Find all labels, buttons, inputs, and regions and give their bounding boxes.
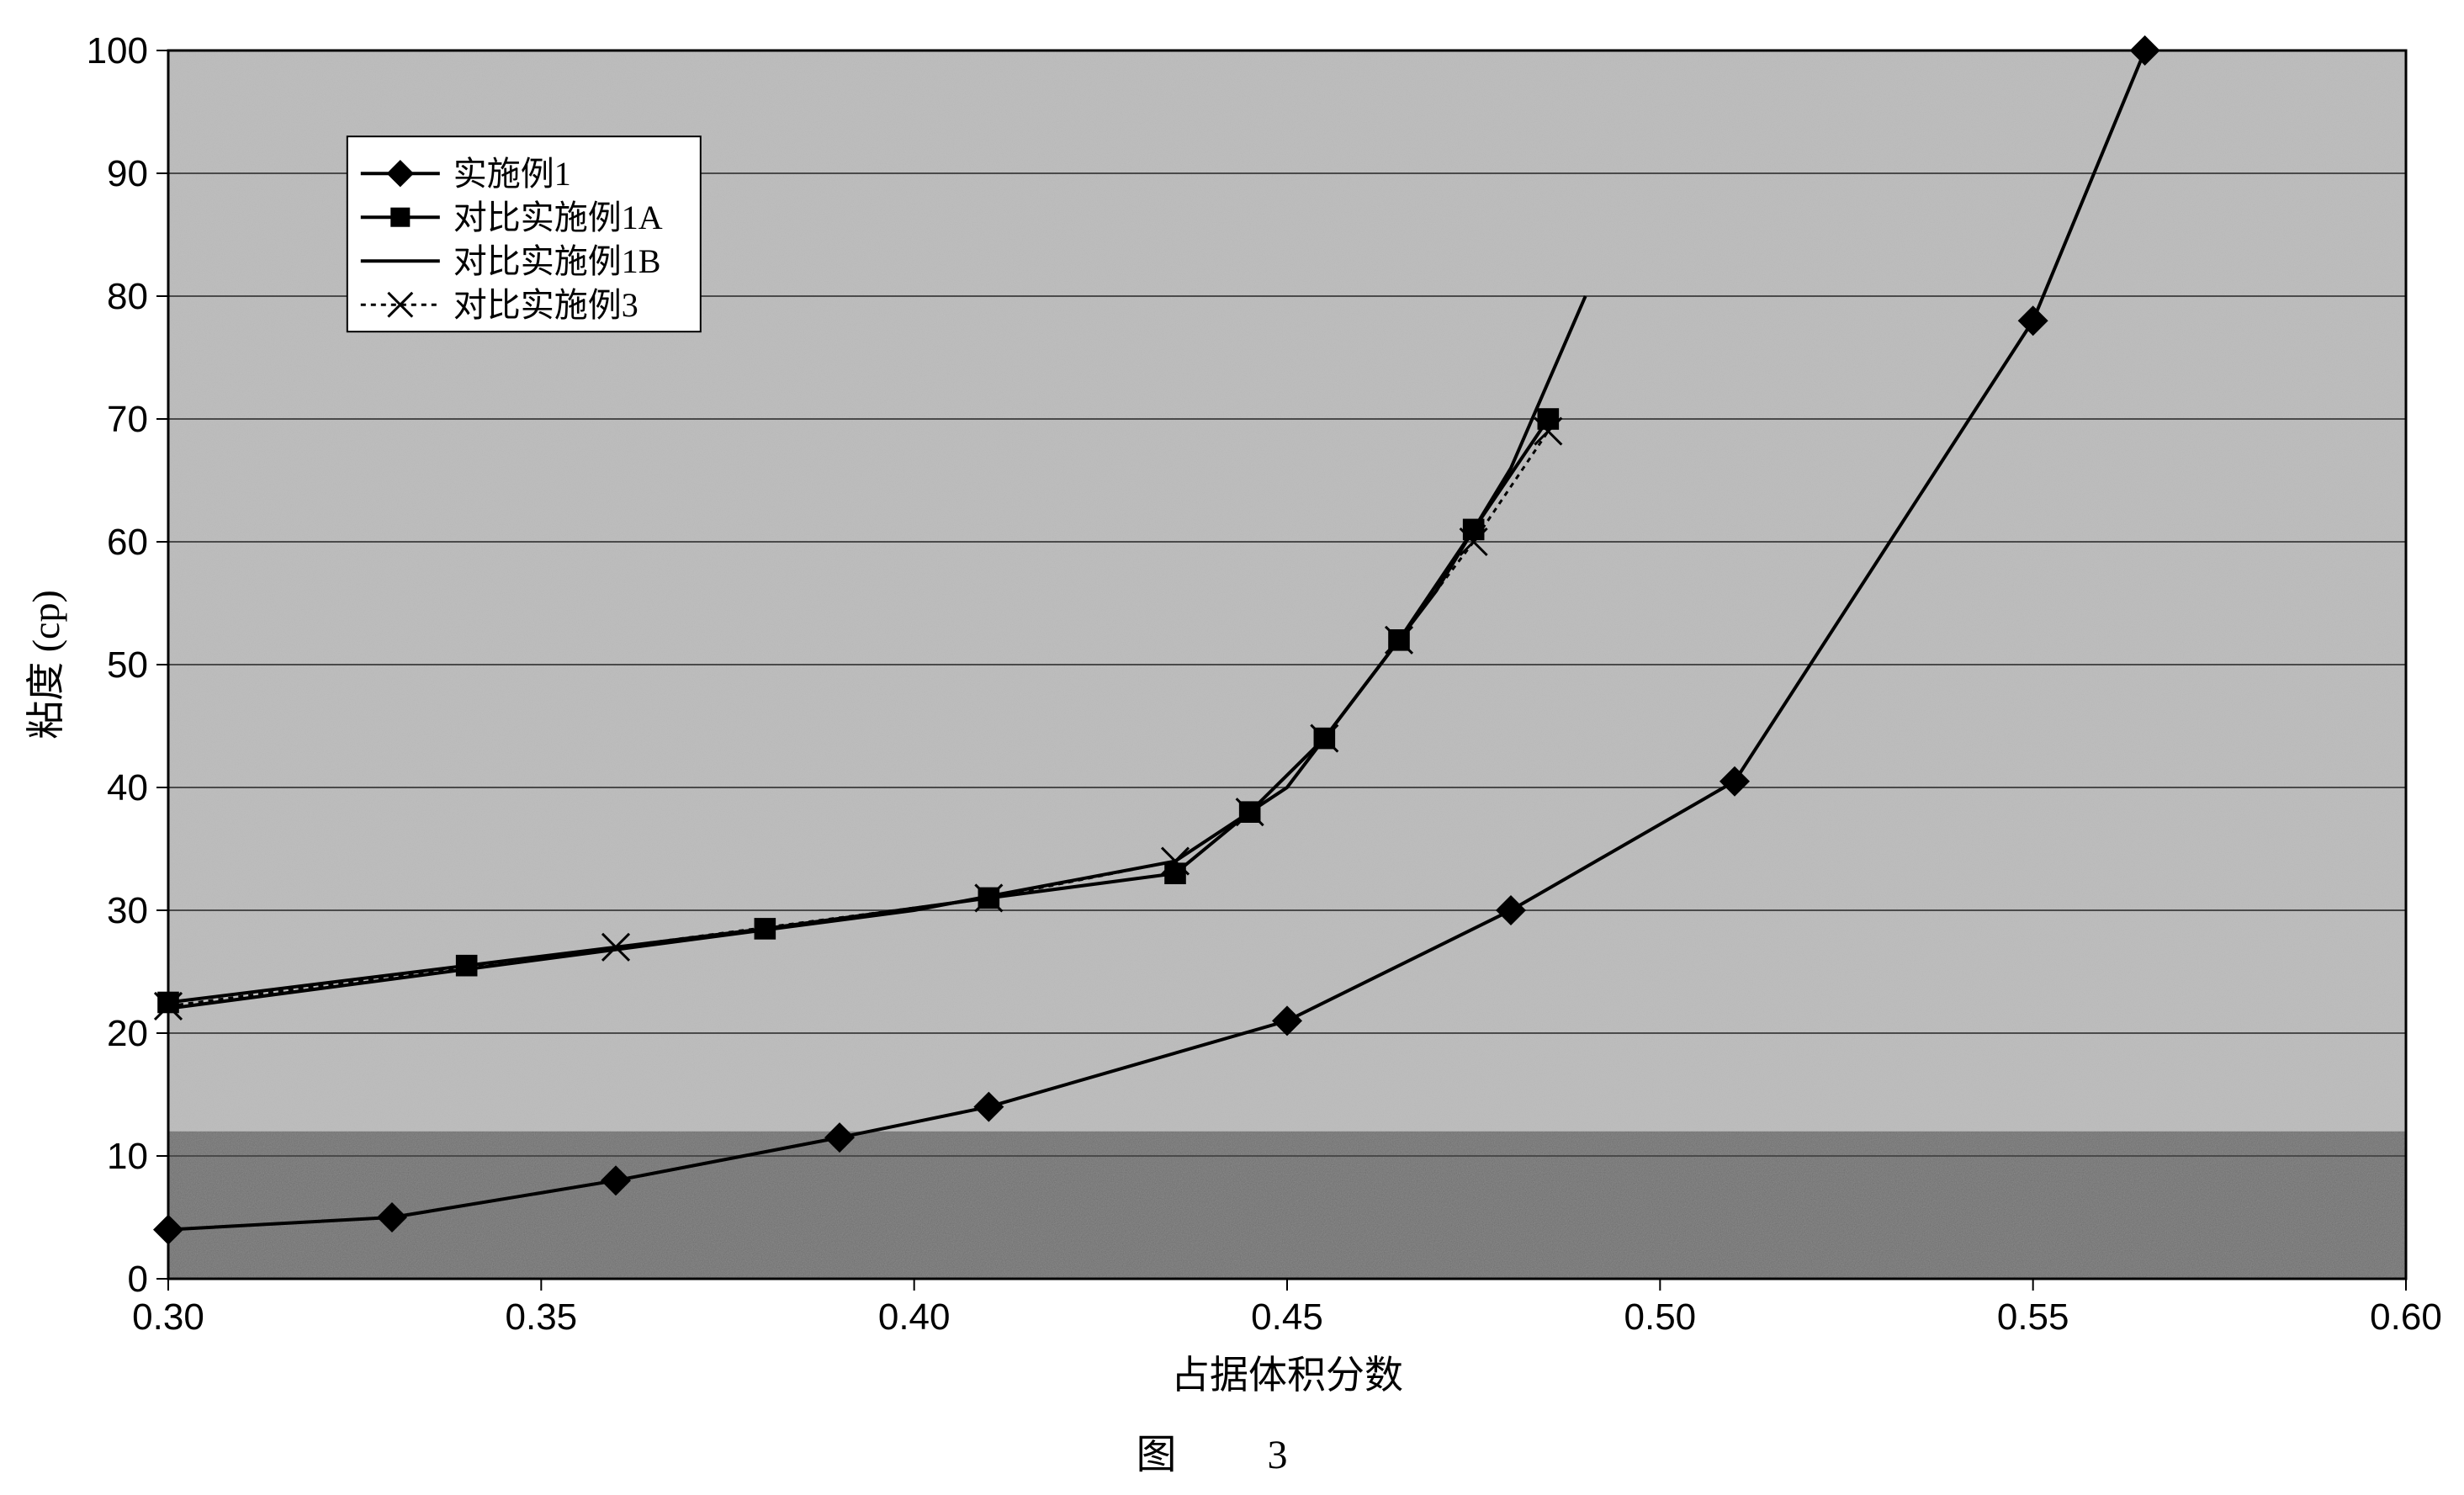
legend: 实施例1 对比实施例1A 对比实施例1B 对比实施例3 <box>347 136 701 331</box>
y-tick-label: 30 <box>107 890 148 931</box>
y-tick-label: 90 <box>107 153 148 194</box>
marker-square <box>1538 408 1560 430</box>
legend-label: 对比实施例1B <box>453 242 661 280</box>
x-tick-label: 0.40 <box>878 1296 951 1338</box>
x-tick-label: 0.30 <box>132 1296 204 1338</box>
y-tick-label: 80 <box>107 276 148 317</box>
y-tick-label: 100 <box>87 30 148 72</box>
marker-square <box>456 955 478 977</box>
marker-square <box>1164 862 1186 884</box>
figure-caption: 图 3 <box>0 1421 2464 1480</box>
legend-label: 对比实施例1A <box>453 199 663 236</box>
y-tick-label: 40 <box>107 767 148 808</box>
y-tick-label: 20 <box>107 1013 148 1054</box>
y-tick-label: 10 <box>107 1136 148 1177</box>
marker-square <box>390 208 410 227</box>
y-tick-label: 50 <box>107 644 148 686</box>
plot-dark-band-noise <box>168 1132 2406 1279</box>
x-tick-label: 0.50 <box>1624 1296 1697 1338</box>
legend-label: 对比实施例3 <box>453 286 639 324</box>
x-tick-label: 0.55 <box>1997 1296 2069 1338</box>
figure-container: 0 10 20 30 40 50 60 70 80 90 100 0.30 0.35 0.40 0.45 0.… <box>0 0 2464 1495</box>
x-tick-label: 0.60 <box>2370 1296 2442 1338</box>
y-axis-label: 粘度 (cp) <box>24 590 67 740</box>
x-tick-label: 0.35 <box>506 1296 578 1338</box>
legend-label: 实施例1 <box>453 155 571 193</box>
x-tick-label: 0.45 <box>1251 1296 1323 1338</box>
x-axis-label: 占据体积分数 <box>1171 1354 1403 1397</box>
viscosity-chart: 0 10 20 30 40 50 60 70 80 90 100 0.30 0.35 0.40 0.45 0.… <box>0 0 2464 1430</box>
y-tick-label: 60 <box>107 522 148 563</box>
marker-square <box>157 992 179 1014</box>
y-tick-label: 70 <box>107 399 148 440</box>
y-tick-label: 0 <box>128 1259 148 1300</box>
